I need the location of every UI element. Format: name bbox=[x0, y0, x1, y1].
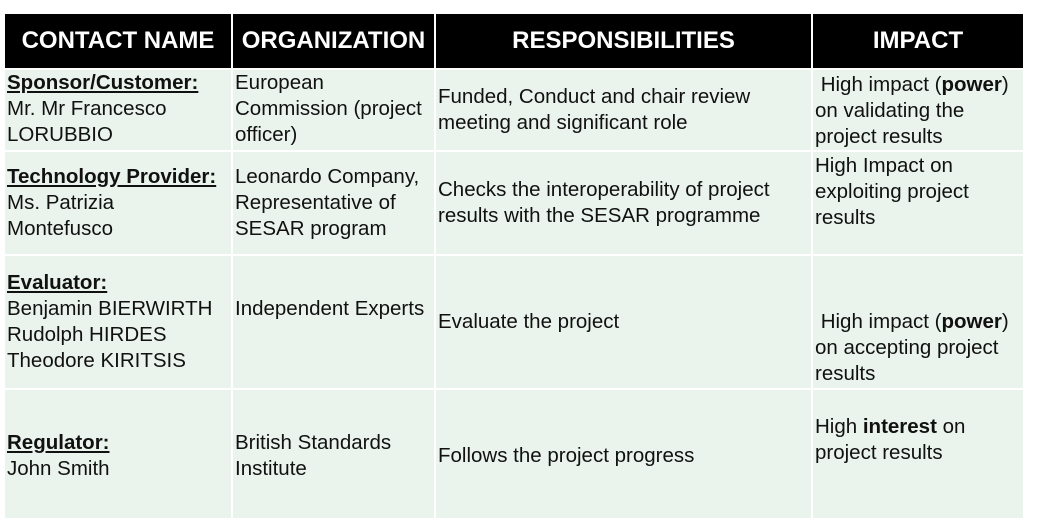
impact-cell: High Impact on exploiting project result… bbox=[813, 152, 1023, 256]
impact-emphasis: power bbox=[941, 310, 1002, 333]
role-label: Sponsor/Customer: bbox=[7, 71, 199, 94]
contact-cell: Technology Provider: Ms. Patrizia Montef… bbox=[5, 152, 233, 256]
organization-cell: Leonardo Company, Representative of SESA… bbox=[233, 152, 436, 256]
header-row: CONTACT NAME ORGANIZATION RESPONSIBILITI… bbox=[5, 14, 1023, 70]
responsibilities-cell: Follows the project progress bbox=[436, 390, 813, 518]
impact-text: on project results bbox=[815, 415, 972, 464]
table-row: Sponsor/Customer: Mr. Mr Francesco LORUB… bbox=[5, 70, 1023, 152]
contact-name: Mr. Mr Francesco bbox=[7, 97, 167, 120]
role-label: Evaluator: bbox=[7, 271, 108, 294]
header-organization: ORGANIZATION bbox=[233, 14, 436, 70]
role-label: Regulator: bbox=[7, 431, 110, 454]
contact-name: John Smith bbox=[7, 457, 110, 480]
impact-text: High impact ( bbox=[815, 310, 942, 333]
contact-name: Ms. Patrizia bbox=[7, 191, 115, 214]
stakeholder-table: CONTACT NAME ORGANIZATION RESPONSIBILITI… bbox=[5, 14, 1023, 518]
impact-emphasis: interest bbox=[862, 415, 937, 438]
role-label: Technology Provider: bbox=[7, 165, 217, 188]
responsibilities-cell: Funded, Conduct and chair review meeting… bbox=[436, 70, 813, 152]
responsibilities-cell: Evaluate the project bbox=[436, 256, 813, 390]
contact-name: Benjamin BIERWIRTH bbox=[7, 297, 213, 320]
impact-cell: High impact (power) on validating the pr… bbox=[813, 70, 1023, 152]
impact-emphasis: power bbox=[941, 73, 1002, 96]
header-responsibilities: RESPONSIBILITIES bbox=[436, 14, 813, 70]
impact-text: High impact ( bbox=[815, 73, 942, 96]
organization-cell: Independent Experts bbox=[233, 256, 436, 390]
responsibilities-cell: Checks the interoperability of project r… bbox=[436, 152, 813, 256]
contact-name: Rudolph HIRDES bbox=[7, 323, 167, 346]
impact-text: ) on validating the project results bbox=[815, 73, 1015, 148]
impact-cell: High impact (power) on accepting project… bbox=[813, 256, 1023, 390]
contact-cell: Regulator: John Smith bbox=[5, 390, 233, 518]
table-row: Regulator: John Smith British Standards … bbox=[5, 390, 1023, 518]
organization-cell: British Standards Institute bbox=[233, 390, 436, 518]
organization-cell: European Commission (project officer) bbox=[233, 70, 436, 152]
impact-cell: High interest on project results bbox=[813, 390, 1023, 518]
contact-name: Montefusco bbox=[7, 217, 113, 240]
impact-text: ) on accepting project results bbox=[815, 310, 1015, 385]
table-row: Evaluator: Benjamin BIERWIRTH Rudolph HI… bbox=[5, 256, 1023, 390]
header-impact: IMPACT bbox=[813, 14, 1023, 70]
contact-cell: Evaluator: Benjamin BIERWIRTH Rudolph HI… bbox=[5, 256, 233, 390]
contact-cell: Sponsor/Customer: Mr. Mr Francesco LORUB… bbox=[5, 70, 233, 152]
contact-name: Theodore KIRITSIS bbox=[7, 349, 186, 372]
impact-text: High bbox=[815, 415, 863, 438]
table-row: Technology Provider: Ms. Patrizia Montef… bbox=[5, 152, 1023, 256]
contact-name: LORUBBIO bbox=[7, 123, 113, 146]
header-contact-name: CONTACT NAME bbox=[5, 14, 233, 70]
impact-text: High Impact on exploiting project result… bbox=[815, 154, 975, 229]
